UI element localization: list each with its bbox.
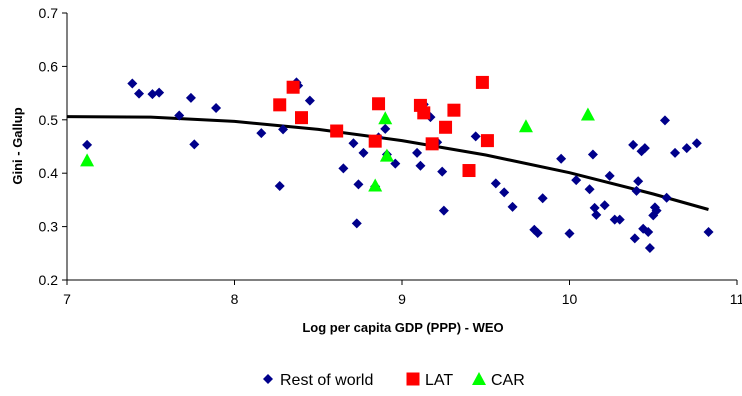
- rest-of-world-point: [256, 128, 267, 139]
- lat-point: [372, 97, 386, 111]
- x-tick-label: 8: [231, 291, 239, 307]
- rest-of-world-point: [154, 87, 165, 98]
- rest-of-world-point: [189, 139, 200, 150]
- rest-of-world-point: [659, 115, 670, 126]
- rest-of-world-point: [174, 110, 185, 121]
- rest-of-world-point: [380, 123, 391, 134]
- rest-of-world-point: [643, 226, 654, 237]
- rest-of-world-point: [681, 143, 692, 154]
- lat-point: [425, 137, 439, 151]
- plot-area: [62, 12, 738, 285]
- lat-point: [462, 164, 476, 178]
- car-point: [378, 111, 393, 125]
- y-tick-label: 0.2: [39, 272, 59, 288]
- lat-point: [273, 98, 287, 112]
- rest-of-world-point: [338, 163, 349, 174]
- car-point: [580, 107, 595, 121]
- legend-marker-lat: [406, 372, 420, 386]
- rest-of-world-point: [358, 147, 369, 158]
- x-tick-label: 11: [730, 291, 742, 307]
- rest-of-world-point: [507, 201, 518, 212]
- car-point: [379, 148, 394, 162]
- y-tick-label: 0.7: [39, 5, 59, 21]
- lat-point: [417, 106, 431, 120]
- legend-label: Rest of world: [280, 372, 373, 389]
- x-axis-title: Log per capita GDP (PPP) - WEO: [302, 320, 503, 335]
- x-tick-label: 9: [398, 291, 406, 307]
- lat-point: [295, 111, 308, 125]
- lat-point: [368, 134, 382, 148]
- rest-of-world-point: [599, 200, 610, 211]
- lat-point: [480, 134, 494, 148]
- rest-of-world-point: [571, 175, 582, 186]
- y-tick-label: 0.3: [39, 219, 59, 235]
- rest-of-world-point: [532, 228, 543, 239]
- y-tick-label: 0.6: [39, 58, 59, 74]
- rest-of-world-point: [614, 214, 625, 225]
- rest-of-world-point: [628, 139, 639, 150]
- rest-of-world-point: [348, 138, 359, 149]
- rest-of-world-point: [127, 78, 138, 89]
- rest-of-world-point: [670, 147, 681, 158]
- rest-of-world-point: [499, 187, 510, 198]
- legend-marker-rest-of-world: [263, 374, 273, 384]
- rest-of-world-point: [353, 179, 364, 190]
- rest-of-world-point: [584, 184, 595, 195]
- rest-of-world-point: [185, 92, 196, 103]
- car-point: [368, 178, 383, 192]
- y-tick-label: 0.4: [39, 165, 59, 181]
- rest-of-world-point: [591, 209, 602, 220]
- data-point-layer: [80, 75, 714, 253]
- rest-of-world-point: [644, 242, 655, 253]
- lat-point: [330, 124, 344, 138]
- rest-of-world-point: [631, 185, 642, 196]
- rest-of-world-point: [490, 178, 501, 189]
- rest-of-world-point: [633, 176, 644, 187]
- y-tick-label: 0.5: [39, 112, 59, 128]
- rest-of-world-point: [629, 233, 640, 244]
- rest-of-world-point: [589, 202, 600, 213]
- legend-label: LAT: [425, 372, 453, 389]
- rest-of-world-point: [703, 226, 714, 237]
- lat-point: [447, 103, 461, 117]
- rest-of-world-point: [304, 95, 315, 106]
- rest-of-world-point: [82, 139, 93, 150]
- rest-of-world-point: [651, 205, 662, 216]
- rest-of-world-point: [639, 143, 650, 154]
- rest-of-world-point: [609, 214, 620, 225]
- rest-of-world-point: [587, 149, 598, 160]
- legend-marker-car: [472, 372, 486, 385]
- rest-of-world-point: [470, 131, 481, 142]
- rest-of-world-point: [564, 228, 575, 239]
- rest-of-world-point: [415, 160, 426, 171]
- y-axis-title: Gini - Gallup: [10, 107, 25, 184]
- legend: Rest of world LAT CAR: [263, 372, 525, 389]
- rest-of-world-point: [691, 138, 702, 149]
- legend-label: CAR: [491, 372, 525, 389]
- x-tick-label: 10: [562, 291, 578, 307]
- rest-of-world-point: [211, 103, 222, 114]
- tick-label-layer: 0.2 0.3 0.4 0.5 0.6 0.7 7 8 9 10 11: [39, 5, 742, 307]
- rest-of-world-point: [438, 205, 449, 216]
- rest-of-world-point: [661, 192, 672, 203]
- rest-of-world-point: [437, 166, 448, 177]
- rest-of-world-point: [147, 89, 158, 100]
- car-point: [518, 119, 533, 133]
- rest-of-world-point: [556, 153, 567, 164]
- rest-of-world-point: [412, 147, 423, 158]
- lat-point: [439, 120, 453, 134]
- rest-of-world-point: [278, 124, 289, 135]
- rest-of-world-point: [274, 181, 285, 192]
- car-point: [80, 153, 95, 167]
- x-tick-label: 7: [63, 291, 71, 307]
- lat-point: [286, 80, 300, 94]
- lat-point: [475, 75, 489, 89]
- rest-of-world-point: [604, 170, 615, 181]
- rest-of-world-point: [134, 88, 145, 99]
- rest-of-world-point: [537, 193, 548, 204]
- rest-of-world-point: [351, 218, 362, 229]
